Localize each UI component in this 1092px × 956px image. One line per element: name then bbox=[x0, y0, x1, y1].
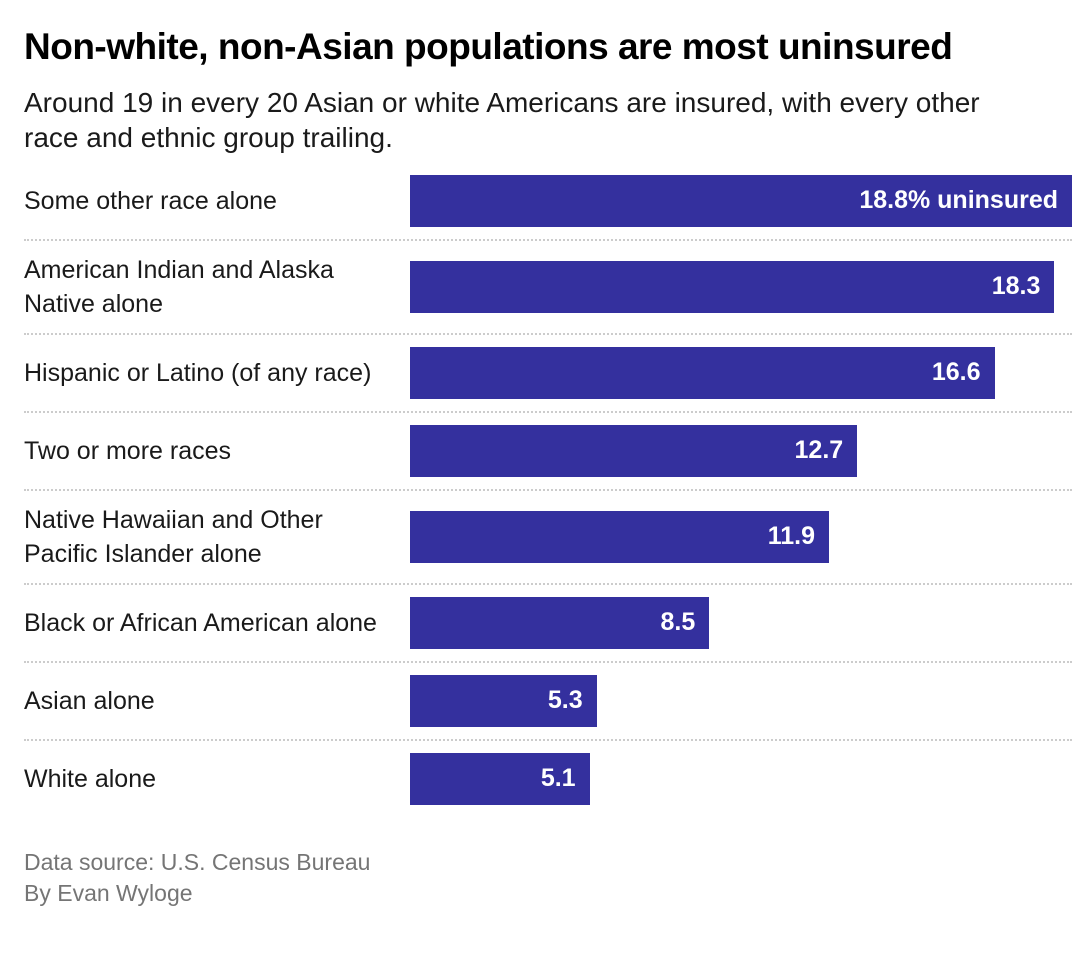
bar-cell: 11.9 bbox=[410, 510, 1072, 563]
bar-value-label: 8.5 bbox=[660, 608, 696, 637]
category-label: American Indian and Alaska Native alone bbox=[24, 255, 334, 318]
bar-cell: 16.6 bbox=[410, 346, 1072, 399]
category-label: Native Hawaiian and Other Pacific Island… bbox=[24, 505, 323, 568]
bar-value-label: 16.6 bbox=[931, 358, 981, 387]
chart-row: Black or African American alone 8.5 bbox=[24, 585, 1072, 663]
bar-chart: Some other race alone 18.8% uninsured Amer… bbox=[24, 163, 1072, 817]
chart-subtitle: Around 19 in every 20 Asian or white Ame… bbox=[24, 86, 980, 153]
byline: By Evan Wyloge bbox=[24, 879, 193, 906]
bar-value-label: 11.9 bbox=[767, 522, 816, 551]
category-label: Black or African American alone bbox=[24, 608, 377, 637]
bar-value-label: 18.3 bbox=[991, 272, 1041, 301]
bar: 18.8% uninsured bbox=[410, 174, 1072, 227]
chart-row: Hispanic or Latino (of any race) 16.6 bbox=[24, 335, 1072, 413]
chart-title: Non-white, non-Asian populations are mos… bbox=[24, 26, 953, 67]
bar: 12.7 bbox=[410, 424, 858, 477]
bar-cell: 18.8% uninsured bbox=[410, 174, 1072, 227]
bar-value-label: 12.7 bbox=[794, 436, 844, 465]
chart-container: Non-white, non-Asian populations are mos… bbox=[24, 26, 1072, 909]
chart-row: Native Hawaiian and Other Pacific Island… bbox=[24, 491, 1072, 585]
chart-row: White alone 5.1 bbox=[24, 741, 1072, 817]
bar: 18.3 bbox=[410, 260, 1055, 313]
bar-cell: 5.3 bbox=[410, 674, 1072, 727]
bar-value-label: 5.1 bbox=[540, 764, 576, 793]
chart-row: Two or more races 12.7 bbox=[24, 413, 1072, 491]
category-label: White alone bbox=[24, 764, 157, 793]
bar-value-label: 5.3 bbox=[547, 686, 583, 715]
chart-footer: Data source: U.S. Census Bureau By Evan … bbox=[24, 847, 1072, 909]
bar-cell: 5.1 bbox=[410, 752, 1072, 805]
category-label: Some other race alone bbox=[24, 186, 277, 215]
bar-value-label: 18.8% uninsured bbox=[859, 186, 1058, 215]
chart-row: American Indian and Alaska Native alone 1… bbox=[24, 241, 1072, 335]
chart-row: Some other race alone 18.8% uninsured bbox=[24, 163, 1072, 241]
bar: 5.3 bbox=[410, 674, 597, 727]
bar: 8.5 bbox=[410, 596, 710, 649]
category-label: Asian alone bbox=[24, 686, 155, 715]
chart-row: Asian alone 5.3 bbox=[24, 663, 1072, 741]
category-label: Two or more races bbox=[24, 436, 232, 465]
bar: 16.6 bbox=[410, 346, 995, 399]
bar: 11.9 bbox=[410, 510, 830, 563]
bar-cell: 8.5 bbox=[410, 596, 1072, 649]
category-label: Hispanic or Latino (of any race) bbox=[24, 358, 372, 387]
data-source: Data source: U.S. Census Bureau bbox=[24, 848, 371, 875]
bar: 5.1 bbox=[410, 752, 590, 805]
bar-cell: 12.7 bbox=[410, 424, 1072, 477]
bar-cell: 18.3 bbox=[410, 260, 1072, 313]
